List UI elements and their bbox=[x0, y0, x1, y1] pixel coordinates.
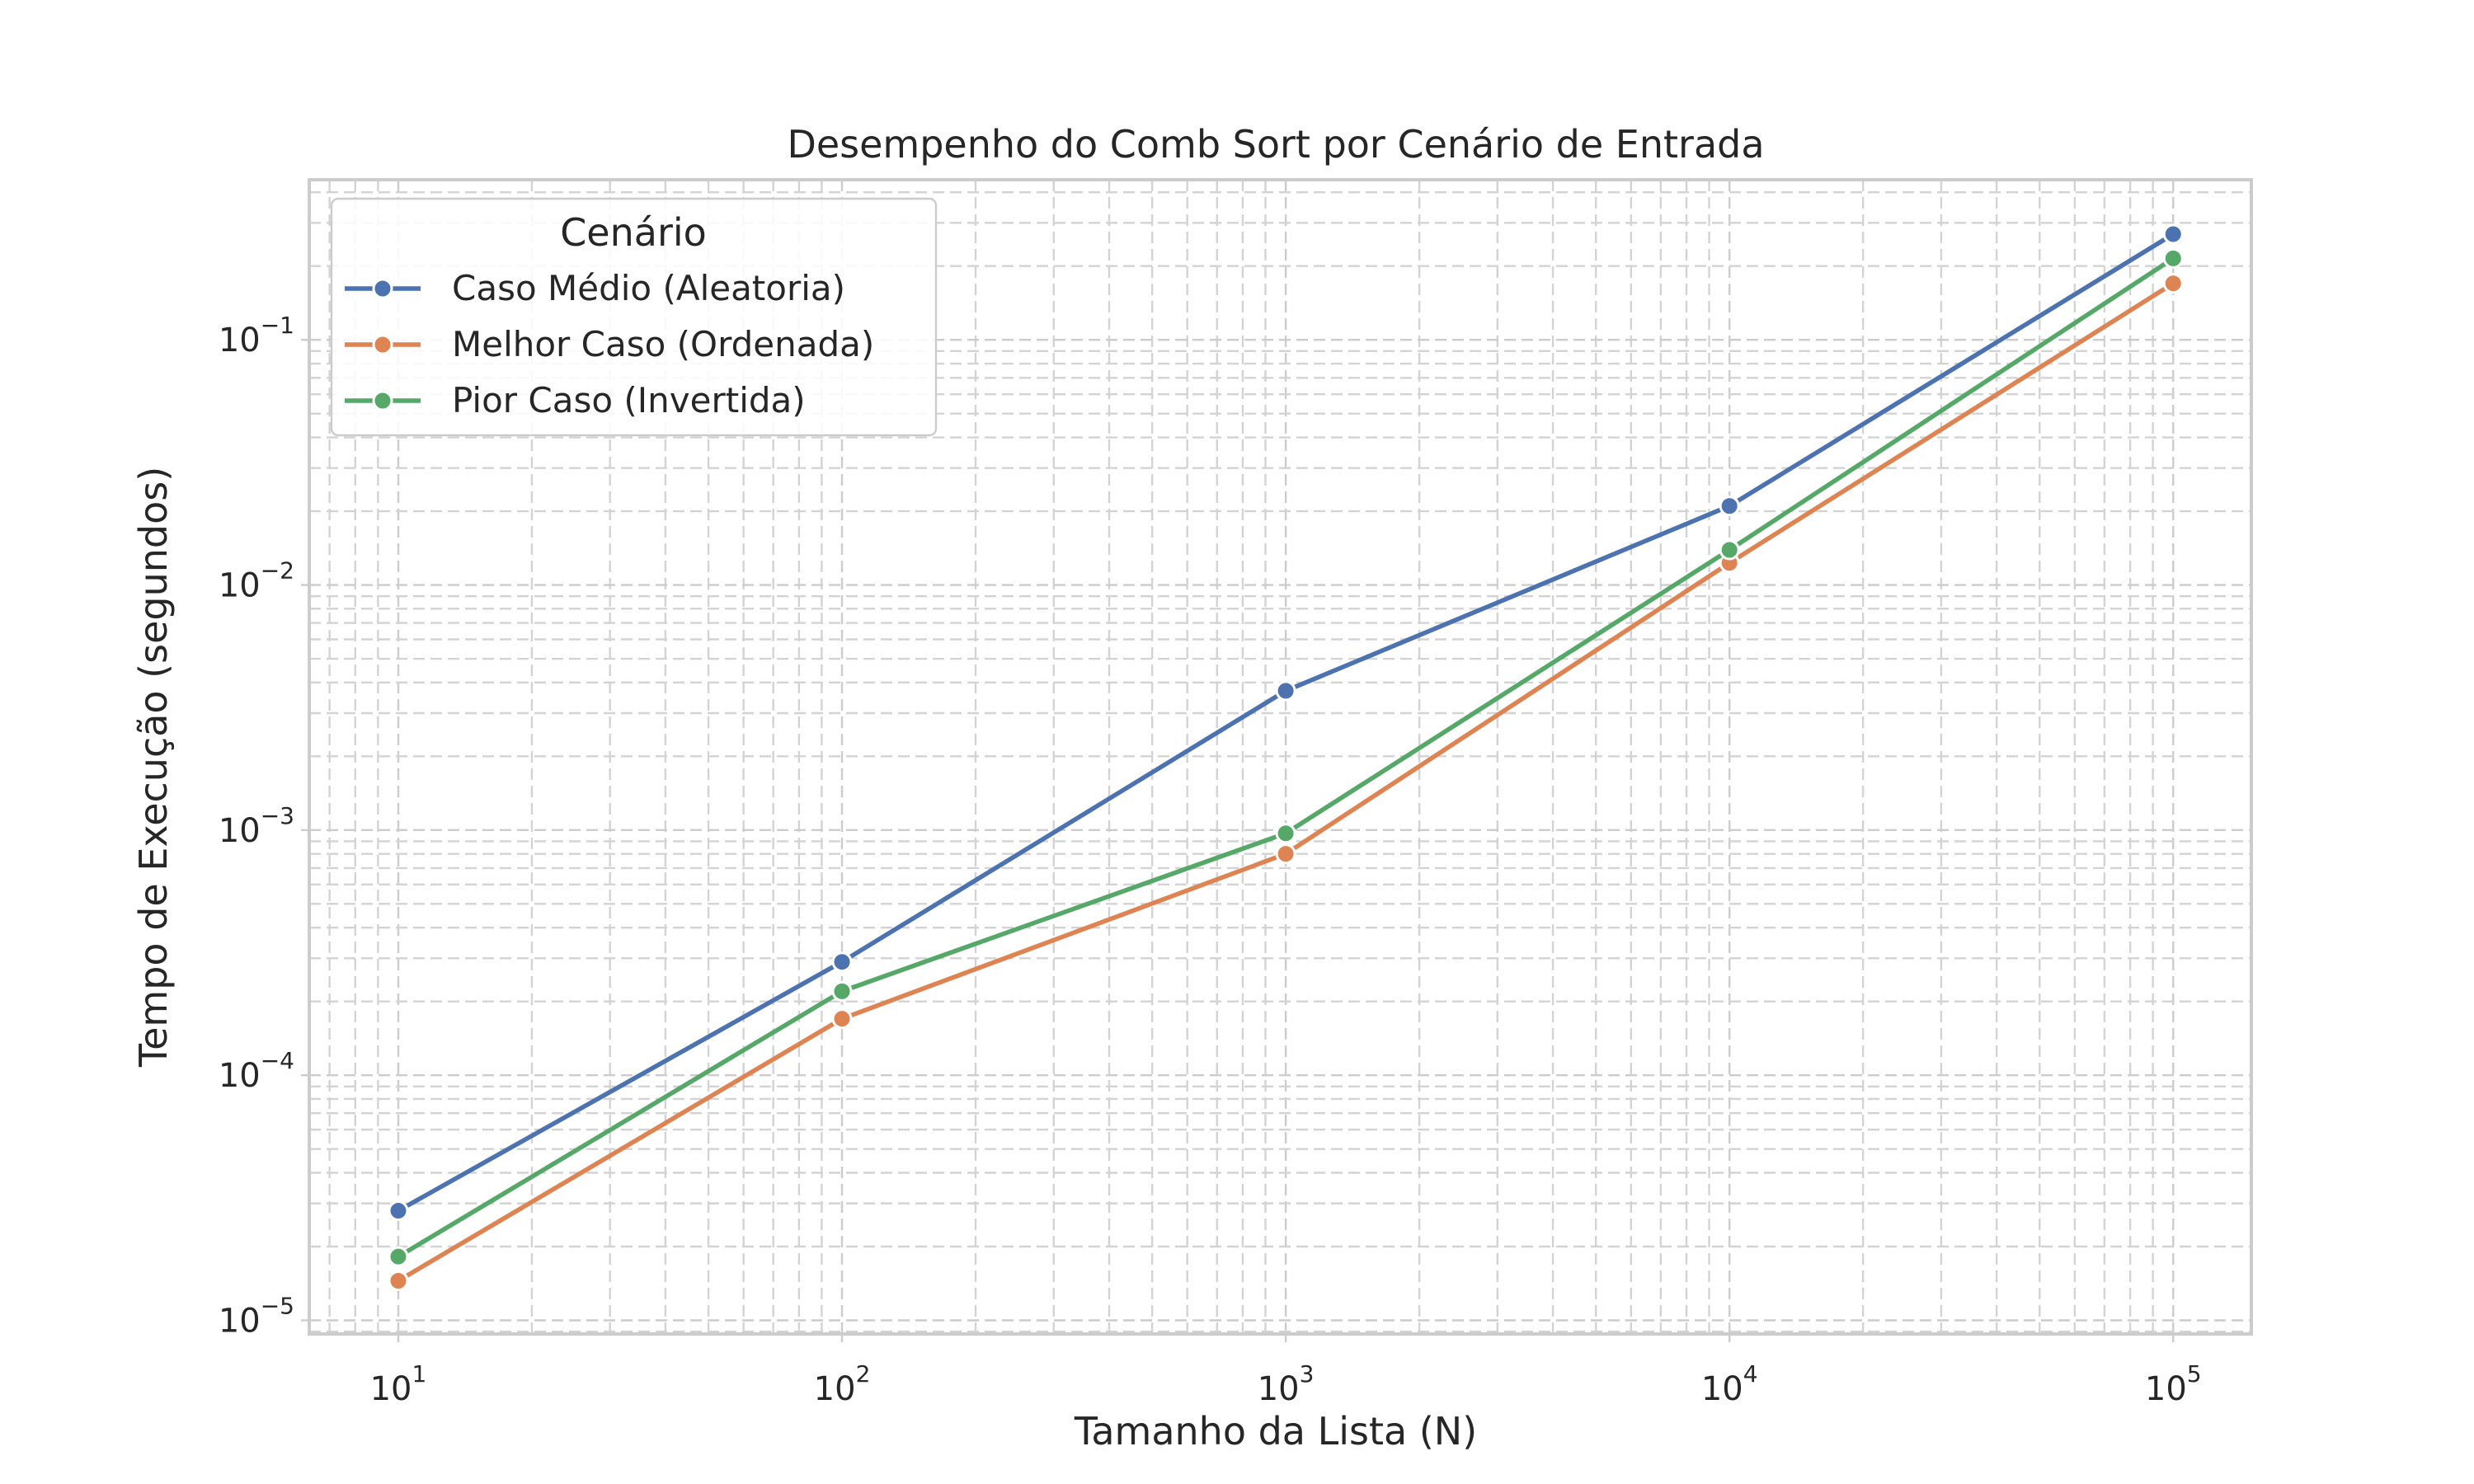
series-layer bbox=[388, 223, 2184, 1292]
series-3 bbox=[388, 247, 2184, 1267]
ticks: 101 102 103 104 105 10−5 10−4 10−3 10−2 10−1 bbox=[219, 312, 2202, 1408]
legend-item: Melhor Caso (Ordenada) bbox=[345, 324, 874, 364]
data-point bbox=[2162, 273, 2184, 294]
data-point bbox=[2162, 223, 2184, 245]
x-tick-label: 105 bbox=[2145, 1360, 2202, 1408]
legend-marker bbox=[372, 278, 393, 299]
data-point bbox=[2162, 247, 2184, 269]
data-point bbox=[388, 1200, 409, 1222]
plot-frame bbox=[308, 178, 2253, 1336]
legend-item: Caso Médio (Aleatoria) bbox=[345, 268, 845, 308]
x-axis-label: Tamanho da Lista (N) bbox=[1074, 1409, 1477, 1453]
legend-item: Pior Caso (Invertida) bbox=[345, 380, 806, 420]
y-tick-label: 10−5 bbox=[219, 1292, 294, 1340]
y-tick-label: 10−4 bbox=[219, 1047, 294, 1095]
legend-marker bbox=[372, 334, 393, 355]
y-tick-label: 10−3 bbox=[219, 802, 294, 850]
data-point bbox=[1719, 539, 1740, 561]
legend-items: Caso Médio (Aleatoria) Melhor Caso (Orden… bbox=[345, 268, 874, 420]
data-point bbox=[831, 951, 853, 973]
data-point bbox=[831, 1008, 853, 1030]
data-point bbox=[388, 1246, 409, 1267]
data-point bbox=[1275, 680, 1296, 702]
x-tick-label: 102 bbox=[814, 1360, 871, 1408]
y-tick-label: 10−1 bbox=[219, 312, 294, 359]
y-tick-label: 10−2 bbox=[219, 557, 294, 605]
x-tick-label: 104 bbox=[1701, 1360, 1758, 1408]
x-tick-label: 101 bbox=[370, 1360, 427, 1408]
legend-label: Pior Caso (Invertida) bbox=[452, 380, 806, 420]
data-point bbox=[831, 980, 853, 1002]
series-1 bbox=[388, 223, 2184, 1222]
legend-label: Caso Médio (Aleatoria) bbox=[452, 268, 845, 308]
y-axis-label: Tempo de Execução (segundos) bbox=[131, 467, 176, 1068]
chart-title: Desempenho do Comb Sort por Cenário de E… bbox=[787, 122, 1764, 167]
legend-title: Cenário bbox=[560, 210, 707, 255]
legend-box bbox=[330, 197, 938, 437]
data-point bbox=[1719, 495, 1740, 517]
data-point bbox=[388, 1270, 409, 1292]
legend-marker bbox=[372, 390, 393, 411]
legend-label: Melhor Caso (Ordenada) bbox=[452, 324, 874, 364]
x-tick-label: 103 bbox=[1258, 1360, 1315, 1408]
legend: Cenário Caso Médio (Aleatoria) Melhor Cas… bbox=[330, 197, 938, 437]
data-point bbox=[1275, 843, 1296, 865]
data-point bbox=[1275, 823, 1296, 844]
